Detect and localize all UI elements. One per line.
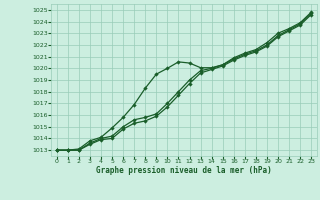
X-axis label: Graphe pression niveau de la mer (hPa): Graphe pression niveau de la mer (hPa) bbox=[96, 166, 272, 175]
